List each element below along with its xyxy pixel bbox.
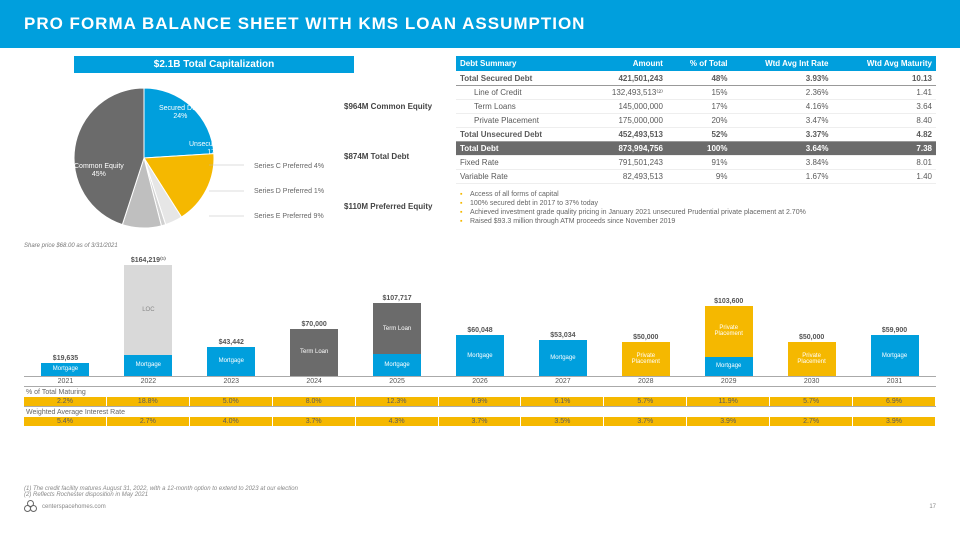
pie-title: $2.1B Total Capitalization xyxy=(74,56,354,73)
content-area: $2.1B Total Capitalization Secured Debt2… xyxy=(0,48,960,518)
page-title: PRO FORMA BALANCE SHEET WITH KMS LOAN AS… xyxy=(0,0,960,48)
share-price-note: Share price $68.00 as of 3/31/2021 xyxy=(24,243,118,249)
page-number: 17 xyxy=(929,504,936,510)
footer: (1) The credit facility matures August 3… xyxy=(24,486,936,514)
highlight-bullets: Access of all forms of capital100% secur… xyxy=(456,190,936,226)
year-axis: 2021202220232024202520262027202820292030… xyxy=(24,377,936,386)
brand-logo: centerspacehomes.com xyxy=(24,500,106,514)
pie-section: $2.1B Total Capitalization Secured Debt2… xyxy=(24,56,444,253)
debt-table-section: Debt SummaryAmount% of TotalWtd Avg Int … xyxy=(456,56,936,253)
debt-summary-table: Debt SummaryAmount% of TotalWtd Avg Int … xyxy=(456,56,936,184)
pie-chart xyxy=(24,73,244,243)
maturity-chart: $19,635Mortgage$164,219⁽¹⁾MortgageLOC$43… xyxy=(24,257,936,397)
